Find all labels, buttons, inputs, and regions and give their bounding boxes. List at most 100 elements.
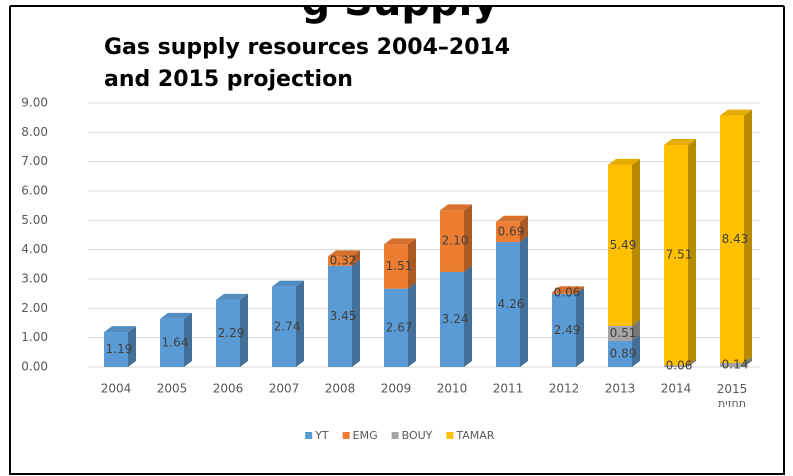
bar bbox=[328, 256, 352, 266]
bar-top bbox=[328, 250, 360, 257]
bar bbox=[720, 115, 744, 363]
bar-side bbox=[240, 293, 248, 367]
x-tick-label: 2013 bbox=[605, 382, 636, 396]
bar-side bbox=[632, 319, 640, 341]
data-label: 8.43 bbox=[722, 232, 749, 246]
bar bbox=[608, 325, 632, 341]
bar-side bbox=[632, 158, 640, 326]
bar-top bbox=[384, 238, 416, 245]
x-tick-label: 2005 bbox=[157, 382, 188, 396]
bar bbox=[720, 362, 744, 367]
bar-side bbox=[352, 259, 360, 367]
data-label: 0.06 bbox=[554, 286, 581, 300]
bar bbox=[328, 265, 352, 367]
y-tick-label: 4.00 bbox=[21, 242, 48, 256]
bar bbox=[496, 221, 520, 243]
data-label: 1.64 bbox=[162, 335, 189, 349]
x-tick-label: 2006 bbox=[213, 382, 244, 396]
x-tick-label: 2004 bbox=[101, 382, 132, 396]
data-label: 0.69 bbox=[498, 224, 525, 238]
data-label: 0.32 bbox=[330, 254, 357, 268]
bar-side bbox=[520, 236, 528, 367]
x-tick-label: 2012 bbox=[549, 382, 580, 396]
bar-side bbox=[576, 286, 584, 294]
bar-top bbox=[104, 326, 136, 333]
bar bbox=[664, 144, 688, 366]
bar bbox=[440, 210, 464, 272]
bar bbox=[384, 244, 408, 289]
y-tick-label: 7.00 bbox=[21, 154, 48, 168]
x-tick-label: 2009 bbox=[381, 382, 412, 396]
bar bbox=[104, 332, 128, 367]
data-label: 7.51 bbox=[666, 248, 693, 262]
bar-side bbox=[744, 109, 752, 363]
bar-side bbox=[688, 359, 696, 367]
bar-side bbox=[520, 215, 528, 243]
bar-side bbox=[296, 280, 304, 367]
bar-side bbox=[464, 265, 472, 367]
bar-top bbox=[552, 286, 584, 293]
bar bbox=[384, 288, 408, 367]
bar-side bbox=[128, 326, 136, 367]
y-tick-label: 8.00 bbox=[21, 125, 48, 139]
bar-top bbox=[608, 158, 640, 165]
data-label: 3.45 bbox=[330, 309, 357, 323]
legend-swatch bbox=[305, 432, 313, 439]
y-tick-label: 1.00 bbox=[21, 330, 48, 344]
bar-side bbox=[744, 356, 752, 367]
bar bbox=[272, 286, 296, 367]
data-label: 1.19 bbox=[106, 342, 133, 356]
bar-side bbox=[408, 282, 416, 367]
x-tick-label: 2007 bbox=[269, 382, 300, 396]
bar-side bbox=[632, 334, 640, 367]
bar bbox=[496, 242, 520, 367]
y-tick-label: 3.00 bbox=[21, 272, 48, 286]
bar-side bbox=[464, 204, 472, 272]
bar-side bbox=[408, 238, 416, 289]
legend-swatch bbox=[342, 432, 350, 439]
legend-label: YT bbox=[314, 429, 329, 442]
legend: YT EMG BOUY TAMAR bbox=[305, 429, 495, 442]
y-tick-label: 9.00 bbox=[21, 96, 48, 110]
bar-top bbox=[496, 215, 528, 222]
data-label: 3.24 bbox=[442, 312, 469, 326]
data-label: 1.51 bbox=[386, 259, 413, 273]
legend-swatch bbox=[391, 432, 399, 439]
bar bbox=[216, 299, 240, 367]
bar bbox=[552, 292, 576, 294]
bar-top bbox=[720, 109, 752, 116]
legend-swatch bbox=[446, 432, 454, 439]
y-tick-label: 6.00 bbox=[21, 184, 48, 198]
data-label: 0.89 bbox=[610, 346, 637, 360]
y-tick-label: 5.00 bbox=[21, 213, 48, 227]
legend-label: BOUY bbox=[402, 429, 433, 442]
bar bbox=[160, 318, 184, 367]
x-tick-label: 2014 bbox=[661, 382, 692, 396]
bar-top bbox=[272, 280, 304, 287]
legend-label: TAMAR bbox=[455, 429, 494, 442]
bar-side bbox=[576, 287, 584, 367]
data-label: 2.49 bbox=[554, 323, 581, 337]
data-label: 2.74 bbox=[274, 319, 301, 333]
bar-top bbox=[440, 204, 472, 211]
data-label: 2.10 bbox=[442, 234, 469, 248]
data-label: 2.67 bbox=[386, 320, 413, 334]
x-tick-label: 2010 bbox=[437, 382, 468, 396]
data-label: 4.26 bbox=[498, 297, 525, 311]
data-label: 2.29 bbox=[218, 326, 245, 340]
y-tick-label: 2.00 bbox=[21, 301, 48, 315]
bar-top bbox=[160, 312, 192, 319]
x-tick-label: 2015 תחזית bbox=[717, 382, 748, 411]
bar bbox=[440, 271, 464, 367]
heading-clip bbox=[0, 0, 793, 5]
bar bbox=[552, 293, 576, 367]
chart-title: Gas supply resources 2004–2014 bbox=[104, 35, 510, 60]
data-label: 0.14 bbox=[722, 357, 749, 371]
x-tick-label: 2008 bbox=[325, 382, 356, 396]
bar bbox=[664, 365, 688, 367]
data-label: 0.51 bbox=[610, 326, 637, 340]
bar-side bbox=[184, 312, 192, 367]
bar-top bbox=[216, 293, 248, 300]
data-label: 0.06 bbox=[666, 359, 693, 373]
